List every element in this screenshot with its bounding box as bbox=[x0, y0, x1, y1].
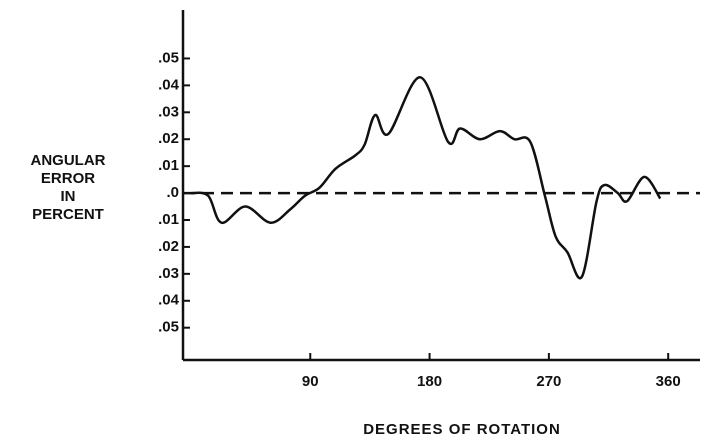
y-axis-label: IN bbox=[61, 188, 76, 205]
y-axis-label: ANGULAR bbox=[31, 152, 106, 169]
x-tick-label: 90 bbox=[302, 373, 319, 390]
y-tick-label: .05 bbox=[158, 49, 179, 66]
y-tick-label: .02 bbox=[158, 130, 179, 147]
y-tick-label: .0 bbox=[166, 184, 179, 201]
y-tick-label: .01 bbox=[158, 211, 179, 228]
y-tick-label: .05 bbox=[158, 319, 179, 336]
y-tick-label: .02 bbox=[158, 238, 179, 255]
y-tick-label: .04 bbox=[158, 292, 180, 309]
x-tick-label: 270 bbox=[536, 373, 561, 390]
y-tick-label: .03 bbox=[158, 265, 179, 282]
y-axis-label: ERROR bbox=[41, 170, 95, 187]
x-tick-label: 360 bbox=[656, 373, 681, 390]
y-tick-label: .03 bbox=[158, 103, 179, 120]
x-axis-label: DEGREES OF ROTATION bbox=[363, 421, 561, 438]
y-tick-label: .04 bbox=[158, 76, 180, 93]
y-tick-label: .01 bbox=[158, 157, 179, 174]
data-line bbox=[190, 76, 662, 280]
x-tick-label: 180 bbox=[417, 373, 442, 390]
y-axis-label: PERCENT bbox=[32, 206, 104, 223]
